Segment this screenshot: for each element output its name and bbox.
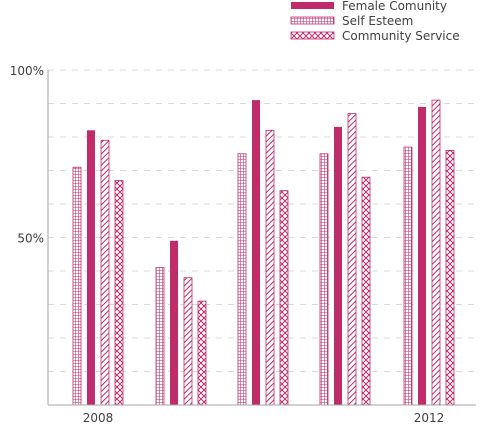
legend-swatch-2 xyxy=(290,31,335,40)
legend-label-0: Female Comunity xyxy=(342,0,447,13)
bars xyxy=(72,99,455,406)
bar-s0-c3 xyxy=(319,153,329,406)
x-tick-label-0: 2008 xyxy=(83,411,114,425)
bar-s2-c3 xyxy=(347,113,357,406)
bar-s3-c2 xyxy=(279,190,289,406)
legend-swatch-0 xyxy=(291,2,334,9)
bar-s1-c2 xyxy=(252,100,260,405)
bar-s0-c0 xyxy=(72,166,82,406)
bar-s1-c4 xyxy=(418,106,426,406)
bar-s1-c0 xyxy=(87,130,95,406)
bar-s2-c1 xyxy=(183,277,193,406)
bar-s1-c1 xyxy=(170,240,178,405)
bar-s2-c4 xyxy=(431,99,441,406)
bar-s0-c4 xyxy=(403,146,413,406)
bar-s3-c4 xyxy=(445,149,455,406)
legend-label-2: Community Service xyxy=(342,29,460,43)
bar-s0-c2 xyxy=(237,153,247,406)
y-tick-label-1: 100% xyxy=(10,64,44,78)
bar-s2-c0 xyxy=(100,139,110,406)
legend-swatch-1 xyxy=(290,16,335,25)
bar-s3-c3 xyxy=(361,176,371,406)
bar-s2-c2 xyxy=(265,129,275,406)
y-tick-label-0: 50% xyxy=(17,232,44,246)
legend-label-1: Self Esteem xyxy=(342,14,413,28)
bar-s0-c1 xyxy=(155,267,165,406)
axes: 50% 100% 2008 2012 xyxy=(10,64,476,425)
bar-s3-c1 xyxy=(197,300,207,406)
bar-s3-c0 xyxy=(114,180,124,406)
bar-s1-c3 xyxy=(334,126,342,406)
x-tick-label-4: 2012 xyxy=(414,411,445,425)
